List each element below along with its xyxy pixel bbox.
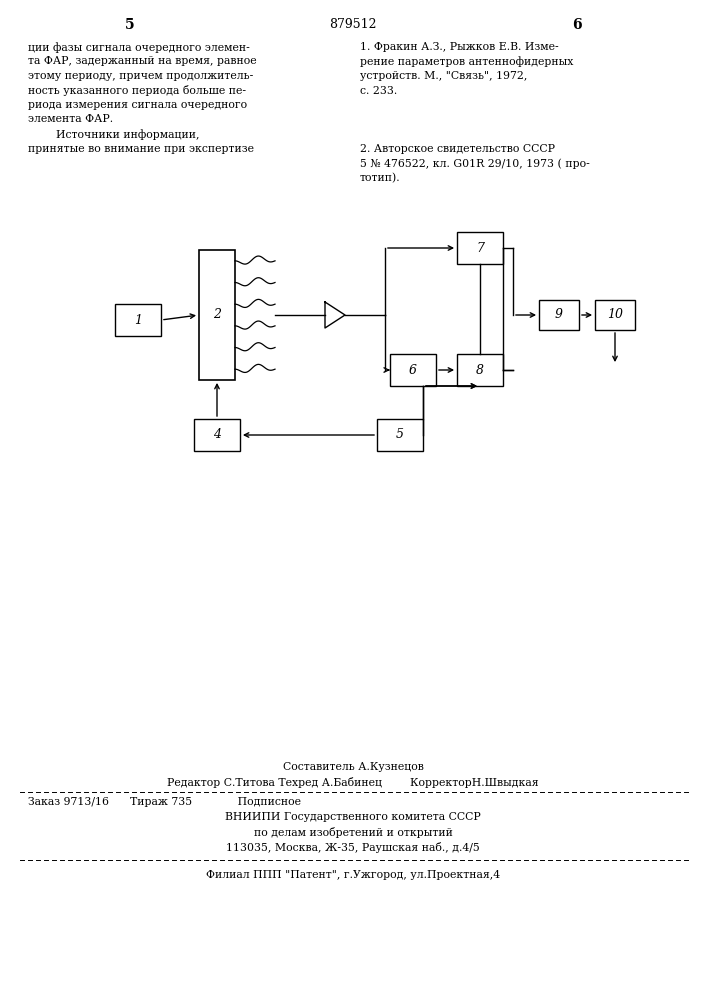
Bar <box>457 354 503 386</box>
Text: 2: 2 <box>213 308 221 322</box>
Bar <box>194 419 240 451</box>
Text: 5: 5 <box>396 428 404 442</box>
Bar <box>377 419 423 451</box>
Text: 7: 7 <box>476 241 484 254</box>
Text: Филиал ППП "Патент", г.Ужгород, ул.Проектная,4: Филиал ППП "Патент", г.Ужгород, ул.Проек… <box>206 870 500 880</box>
Bar <box>595 300 635 330</box>
Text: 9: 9 <box>555 308 563 322</box>
Text: ции фазы сигнала очередного элемен-: ции фазы сигнала очередного элемен- <box>28 42 250 53</box>
Bar <box>115 304 161 336</box>
Text: 5 № 476522, кл. G01R 29/10, 1973 ( про-: 5 № 476522, кл. G01R 29/10, 1973 ( про- <box>360 158 590 169</box>
Text: риода измерения сигнала очередного: риода измерения сигнала очередного <box>28 100 247 110</box>
Text: та ФАР, задержанный на время, равное: та ФАР, задержанный на время, равное <box>28 56 257 66</box>
Text: рение параметров антеннофидерных: рение параметров антеннофидерных <box>360 56 573 67</box>
Text: 879512: 879512 <box>329 18 377 31</box>
Text: 113035, Москва, Ж-35, Раушская наб., д.4/5: 113035, Москва, Ж-35, Раушская наб., д.4… <box>226 842 480 853</box>
Text: 2. Авторское свидетельство СССР: 2. Авторское свидетельство СССР <box>360 143 555 153</box>
Text: 8: 8 <box>476 363 484 376</box>
Text: Составитель А.Кузнецов: Составитель А.Кузнецов <box>283 762 423 772</box>
Text: с. 233.: с. 233. <box>360 86 397 96</box>
Text: элемента ФАР.: элемента ФАР. <box>28 114 113 124</box>
Text: устройств. М., "Связь", 1972,: устройств. М., "Связь", 1972, <box>360 71 527 81</box>
Text: Источники информации,: Источники информации, <box>28 129 199 140</box>
Text: 6: 6 <box>572 18 582 32</box>
Text: 5: 5 <box>125 18 135 32</box>
Bar <box>539 300 579 330</box>
Bar <box>457 232 503 264</box>
Text: принятые во внимание при экспертизе: принятые во внимание при экспертизе <box>28 143 254 153</box>
Text: 1: 1 <box>134 314 142 326</box>
Text: 4: 4 <box>213 428 221 442</box>
Text: 6: 6 <box>409 363 417 376</box>
Text: этому периоду, причем продолжитель-: этому периоду, причем продолжитель- <box>28 71 253 81</box>
Text: 10: 10 <box>607 308 623 322</box>
Text: Редактор С.Титова Техред А.Бабинец        КорректорН.Швыдкая: Редактор С.Титова Техред А.Бабинец Корре… <box>167 777 539 788</box>
Text: Заказ 9713/16      Тираж 735             Подписное: Заказ 9713/16 Тираж 735 Подписное <box>28 797 301 807</box>
Bar <box>390 354 436 386</box>
Text: ВНИИПИ Государственного комитета СССР: ВНИИПИ Государственного комитета СССР <box>225 812 481 822</box>
Text: ность указанного периода больше пе-: ность указанного периода больше пе- <box>28 86 246 97</box>
Text: тотип).: тотип). <box>360 172 401 183</box>
Text: 1. Фракин А.З., Рыжков Е.В. Изме-: 1. Фракин А.З., Рыжков Е.В. Изме- <box>360 42 559 52</box>
Text: по делам изобретений и открытий: по делам изобретений и открытий <box>254 827 452 838</box>
Bar <box>199 250 235 380</box>
